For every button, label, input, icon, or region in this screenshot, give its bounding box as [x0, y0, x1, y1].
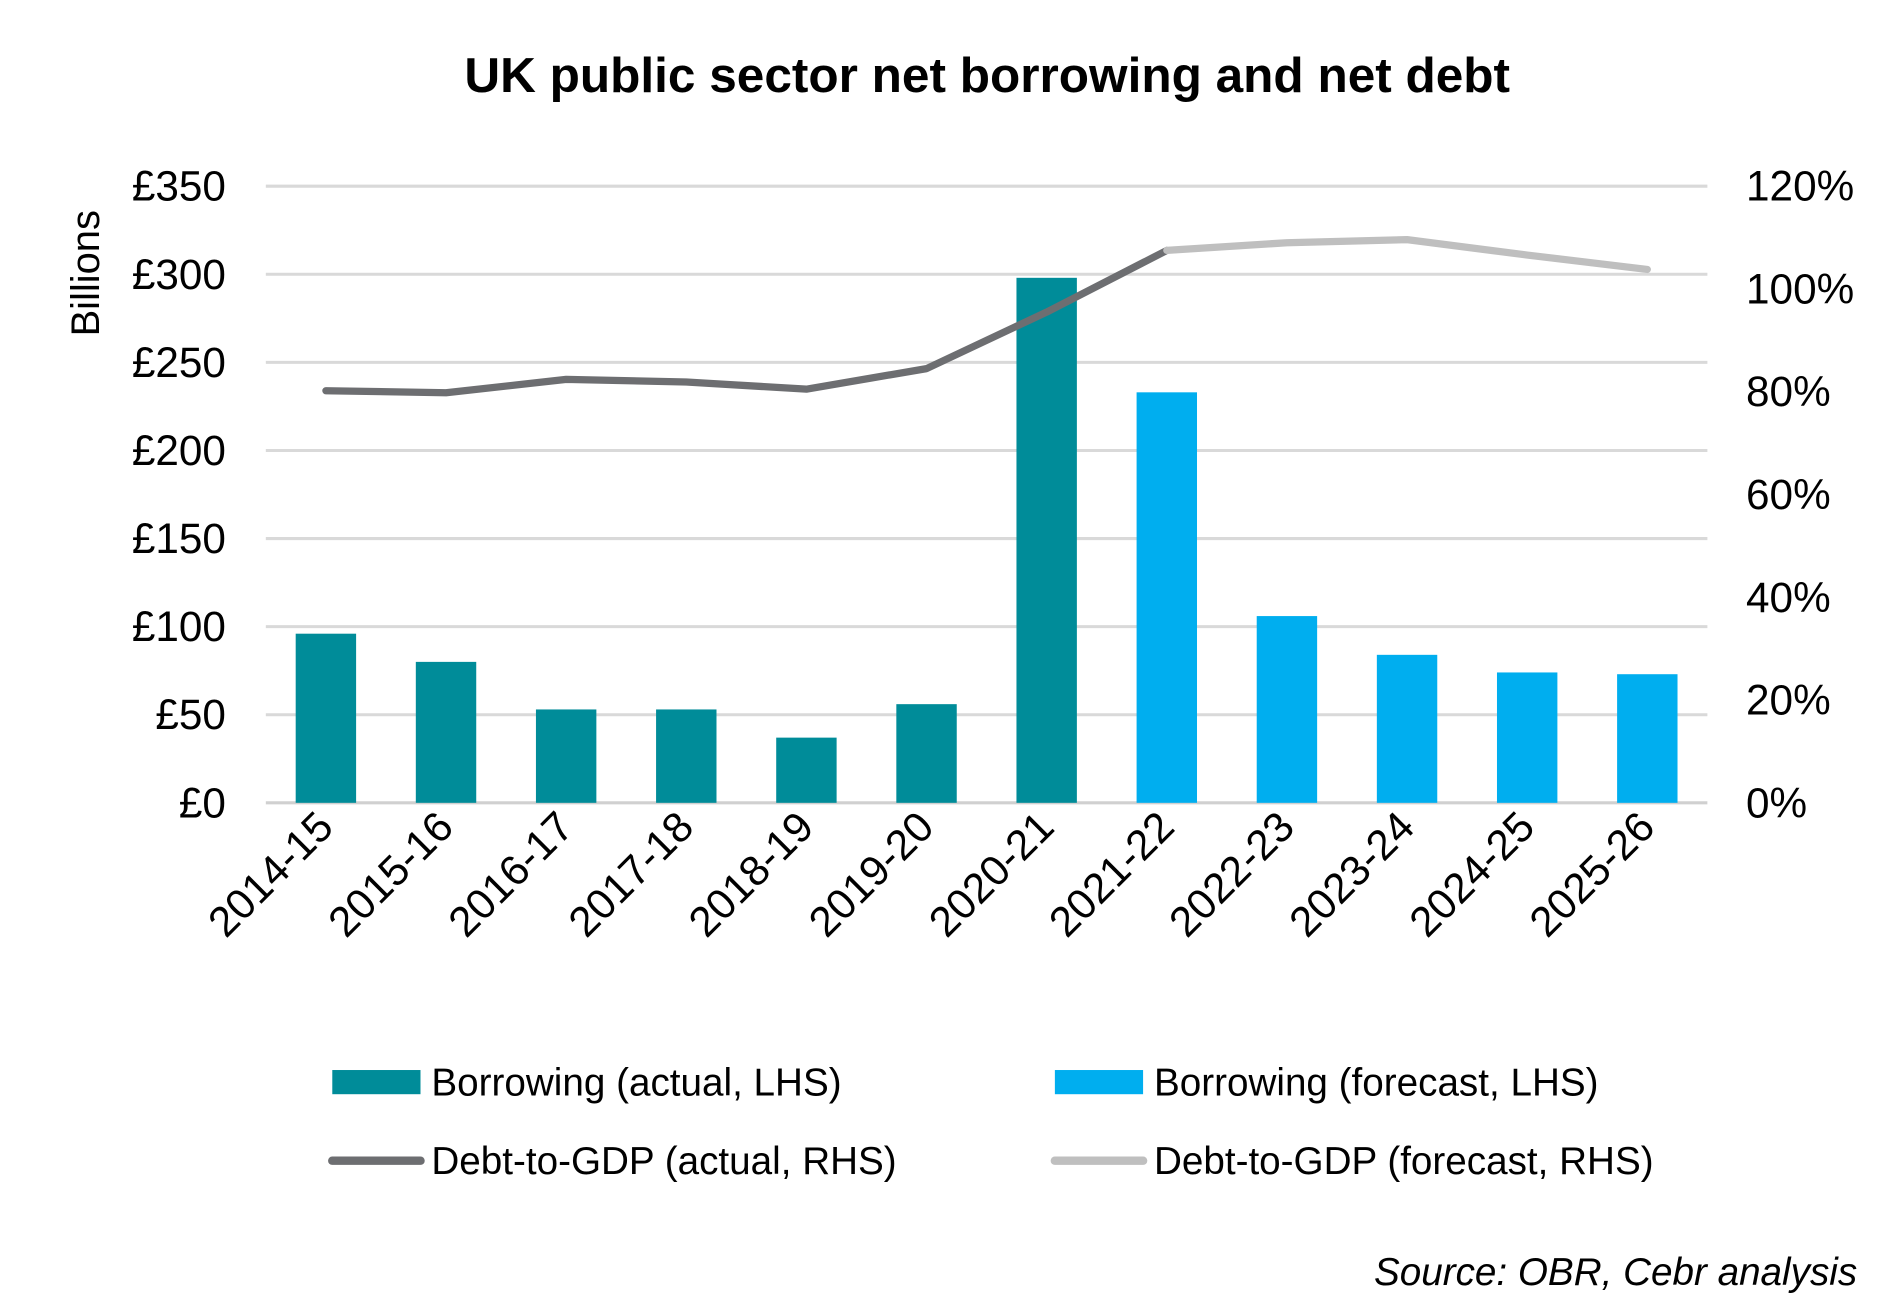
bar	[1496, 672, 1558, 803]
x-tick-label: 2016-17	[439, 803, 582, 946]
legend-label: Debt-to-GDP (actual, RHS)	[431, 1140, 896, 1183]
legend-swatch	[332, 1070, 421, 1095]
legend-label: Debt-to-GDP (forecast, RHS)	[1154, 1140, 1654, 1183]
x-tick-label: 2022-23	[1160, 803, 1303, 946]
x-tick-label: 2019-20	[800, 803, 943, 946]
y2-tick-label: 120%	[1746, 163, 1854, 210]
y2-tick-label: 80%	[1746, 368, 1831, 415]
y-tick-label: £50	[155, 691, 226, 738]
y2-tick-label: 20%	[1746, 677, 1831, 724]
y-tick-label: £200	[132, 427, 226, 474]
x-tick-label: 2018-19	[679, 803, 822, 946]
y-tick-label: £250	[132, 339, 226, 386]
bar	[415, 661, 477, 803]
bar	[1256, 616, 1318, 803]
y-tick-label: £100	[132, 603, 226, 650]
y-tick-label: £150	[132, 515, 226, 562]
bar	[1136, 392, 1198, 803]
legend-label: Borrowing (actual, LHS)	[431, 1061, 841, 1104]
bar	[656, 709, 717, 803]
x-tick-label: 2015-16	[319, 803, 462, 946]
y-tick-label: £0	[179, 779, 226, 826]
chart-title: UK public sector net borrowing and net d…	[464, 47, 1510, 103]
y2-tick-label: 100%	[1746, 265, 1854, 312]
x-tick-label: 2017-18	[559, 803, 702, 946]
x-tick-label: 2025-26	[1520, 803, 1663, 946]
bar	[295, 633, 357, 803]
line-series	[322, 246, 1171, 397]
x-tick-label: 2020-21	[920, 803, 1063, 946]
bar	[1376, 654, 1438, 803]
y2-tick-label: 0%	[1746, 779, 1807, 826]
line-series	[1163, 236, 1651, 274]
y-tick-label: £350	[132, 163, 226, 210]
bar	[776, 737, 837, 803]
legend-swatch	[1054, 1070, 1144, 1095]
x-tick-label: 2021-22	[1040, 803, 1183, 946]
legend-label: Borrowing (forecast, LHS)	[1154, 1061, 1599, 1104]
bar	[896, 704, 957, 803]
y-axis-label: Billions	[64, 210, 108, 336]
y2-tick-label: 40%	[1746, 574, 1831, 621]
bar	[535, 709, 597, 803]
x-tick-label: 2024-25	[1400, 803, 1543, 946]
source-note: Source: OBR, Cebr analysis	[1374, 1251, 1857, 1294]
x-tick-label: 2023-24	[1280, 803, 1423, 946]
y2-tick-label: 60%	[1746, 471, 1831, 518]
bar	[1016, 277, 1077, 803]
bar	[1617, 674, 1678, 803]
y-tick-label: £300	[132, 251, 226, 298]
